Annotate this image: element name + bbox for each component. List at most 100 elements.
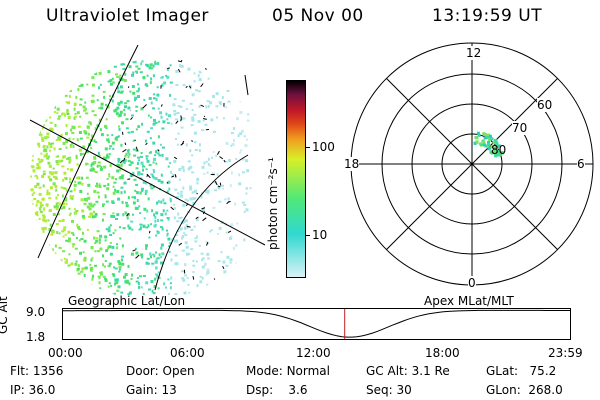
emission-pixel	[229, 261, 232, 264]
emission-pixel	[123, 181, 127, 185]
emission-pixel	[75, 71, 78, 74]
emission-pixel	[65, 140, 69, 143]
emission-pixel	[62, 250, 66, 253]
emission-pixel	[33, 113, 36, 116]
coastline-segment	[223, 159, 226, 163]
emission-pixel	[48, 208, 52, 212]
emission-pixel	[201, 208, 205, 212]
emission-pixel	[98, 118, 101, 122]
emission-pixel	[44, 61, 48, 64]
emission-pixel	[137, 95, 140, 98]
emission-pixel	[91, 162, 95, 166]
emission-pixel	[137, 156, 140, 159]
emission-pixel	[35, 67, 39, 69]
emission-pixel	[67, 157, 70, 160]
emission-pixel	[73, 290, 77, 293]
emission-pixel	[43, 76, 47, 79]
emission-pixel	[184, 198, 188, 201]
emission-pixel	[55, 204, 59, 208]
colorbar	[286, 80, 306, 278]
emission-pixel	[151, 289, 154, 293]
coastline-segment	[157, 149, 160, 152]
emission-pixel	[48, 277, 51, 281]
emission-pixel	[87, 69, 90, 73]
emission-pixel	[187, 67, 191, 71]
emission-pixel	[176, 230, 180, 233]
emission-pixel	[482, 132, 486, 136]
emission-pixel	[227, 100, 231, 103]
emission-pixel	[156, 230, 159, 233]
emission-pixel	[229, 236, 232, 240]
emission-pixel	[136, 162, 139, 165]
emission-pixel	[72, 243, 76, 246]
emission-pixel	[48, 197, 52, 200]
emission-pixel	[488, 138, 492, 142]
emission-pixel	[84, 74, 87, 77]
emission-pixel	[83, 130, 87, 134]
emission-pixel	[126, 149, 129, 152]
emission-pixel	[31, 165, 35, 169]
emission-pixel	[132, 139, 135, 142]
emission-pixel	[67, 116, 71, 119]
emission-pixel	[132, 60, 135, 64]
emission-pixel	[35, 225, 39, 229]
emission-pixel	[43, 88, 47, 92]
mlat-label-60: 60	[537, 98, 553, 112]
emission-pixel	[157, 179, 161, 183]
emission-pixel	[96, 250, 100, 253]
emission-pixel	[97, 195, 100, 199]
emission-pixel	[201, 129, 205, 132]
emission-pixel	[150, 223, 153, 226]
coastline-segment	[196, 192, 198, 195]
emission-pixel	[75, 73, 79, 77]
emission-pixel	[123, 190, 126, 194]
emission-pixel	[182, 84, 186, 87]
emission-pixel	[42, 100, 45, 104]
emission-pixel	[75, 209, 79, 212]
emission-pixel	[74, 262, 78, 266]
emission-pixel	[64, 233, 67, 236]
coastline-segment	[213, 278, 216, 280]
emission-pixel	[45, 154, 48, 158]
emission-pixel	[239, 132, 243, 136]
emission-pixel	[50, 143, 52, 145]
emission-pixel	[130, 277, 133, 280]
time-readout: 13:19:59 UT	[432, 6, 543, 26]
emission-pixel	[38, 130, 41, 134]
emission-pixel	[59, 87, 62, 91]
emission-pixel	[145, 168, 148, 171]
emission-pixel	[240, 268, 244, 272]
emission-pixel	[55, 68, 58, 72]
emission-pixel	[490, 145, 494, 149]
emission-pixel	[160, 200, 163, 204]
emission-pixel	[35, 90, 39, 93]
emission-pixel	[102, 213, 106, 215]
coastline-segment	[127, 178, 131, 180]
emission-pixel	[195, 89, 198, 92]
emission-pixel	[68, 207, 71, 210]
emission-pixel	[165, 112, 168, 116]
emission-pixel	[82, 145, 86, 149]
emission-pixel	[69, 145, 72, 148]
emission-pixel	[137, 172, 141, 176]
emission-pixel	[118, 125, 120, 128]
emission-pixel	[76, 64, 79, 67]
emission-pixel	[41, 276, 44, 279]
emission-pixel	[112, 81, 115, 84]
emission-pixel	[98, 86, 100, 90]
emission-pixel	[230, 171, 233, 175]
emission-pixel	[167, 165, 170, 168]
emission-pixel	[225, 160, 229, 163]
coastline-segment	[227, 200, 231, 203]
emission-pixel	[102, 263, 105, 267]
emission-pixel	[103, 165, 107, 169]
coastline-segment	[135, 254, 140, 259]
emission-pixel	[112, 185, 115, 188]
emission-pixel	[201, 265, 205, 269]
emission-pixel	[49, 281, 52, 285]
emission-pixel	[207, 157, 210, 161]
emission-pixel	[153, 213, 155, 217]
emission-pixel	[118, 127, 121, 131]
emission-pixel	[47, 219, 50, 222]
emission-pixel	[189, 165, 193, 169]
